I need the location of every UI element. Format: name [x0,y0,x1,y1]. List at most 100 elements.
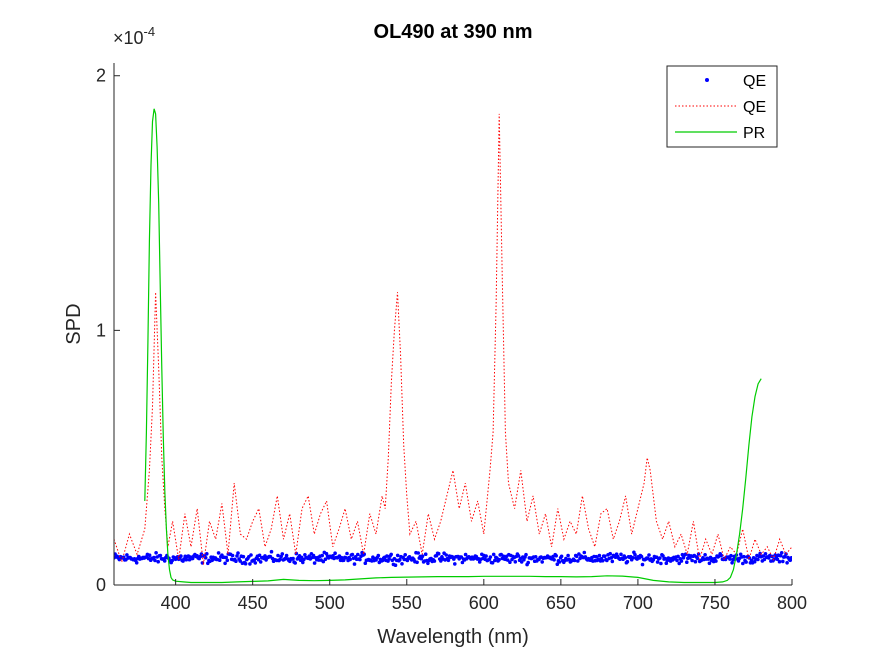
qe-marker-point [321,559,326,564]
qe-marker-point [582,550,587,555]
qe-marker-point [224,555,228,560]
qe-marker-point [291,556,295,561]
qe-marker-point [348,557,353,562]
qe-marker-point [356,552,360,557]
qe-marker-point [559,554,564,559]
qe-marker-point [253,561,258,565]
qe-marker-point [763,552,768,556]
qe-marker-point [491,552,496,557]
qe-marker-point [557,560,562,564]
qe-marker-point [681,556,686,560]
qe-marker-point [293,561,298,565]
qe-marker-point [205,552,209,556]
x-tick-label: 450 [238,593,268,613]
qe-marker-point [785,561,789,565]
qe-marker-point [540,560,544,564]
qe-marker-point [775,557,780,561]
legend-entry: PR [675,125,765,142]
qe-marker-point [301,560,305,565]
qe-marker-point [249,553,253,557]
qe-marker-point [385,554,389,558]
qe-marker-point [241,554,246,559]
y-exponent-power: -4 [144,24,156,39]
qe-marker-point [631,556,635,560]
qe-marker-point [664,561,669,565]
x-tick-label: 600 [469,593,499,613]
qe-marker-point [184,557,189,562]
qe-marker-point [248,562,252,566]
qe-marker-point [235,554,239,558]
qe-marker-point [779,551,784,555]
legend: QE QE PR [666,65,778,148]
qe-marker-point [446,558,451,563]
qe-marker-point [162,559,167,563]
qe-marker-point [574,554,579,559]
legend-label: PR [743,125,765,142]
qe-marker-point [416,551,421,555]
qe-marker-point [714,559,718,563]
qe-marker-point [639,554,644,559]
qe-marker-point [781,559,785,564]
qe-marker-point [572,558,577,563]
qe-marker-point [154,551,158,555]
qe-marker-point [352,562,357,566]
qe-marker-point [278,557,282,561]
qe-marker-point [576,559,580,563]
qe-marker-point [658,556,662,560]
qe-marker-point [311,553,316,558]
qe-marker-point [693,559,698,564]
qe-marker-point [619,552,623,557]
qe-marker-point [345,551,349,556]
qe-marker-point [303,553,307,557]
qe-marker-point [436,551,441,556]
qe-marker-point [405,558,410,563]
qe-marker-point [134,561,139,565]
qe-marker-point [243,561,248,566]
qe-marker-point [696,552,701,556]
qe-marker-point [179,554,183,558]
qe-marker-point [524,552,528,557]
x-tick-label: 700 [623,593,653,613]
qe-marker-point [633,552,637,557]
qe-marker-point [513,560,518,564]
y-tick-label: 0 [96,575,106,595]
qe-marker-point [339,555,344,560]
qe-marker-point [661,554,665,558]
qe-marker-point [566,553,570,558]
qe-marker-point [323,557,328,561]
qe-marker-point [484,554,488,558]
qe-marker-point [389,552,394,557]
legend-label: QE [743,73,766,90]
qe-marker-point [269,549,274,554]
qe-marker-point [651,557,656,562]
qe-marker-point [609,556,614,560]
qe-marker-point [463,552,468,557]
qe-marker-point [685,560,689,564]
qe-marker-point [752,559,757,564]
qe-marker-point [432,559,437,563]
qe-marker-point [594,554,598,559]
qe-marker-point [640,562,645,567]
qe-marker-point [320,553,325,558]
qe-marker-point [730,561,734,565]
qe-marker-point [152,555,156,560]
qe-marker-point [789,556,792,560]
qe-marker-point [398,557,402,562]
qe-marker-point [508,560,512,564]
qe-marker-point [358,557,362,562]
qe-marker-point [217,558,222,562]
qe-marker-point [216,551,221,555]
y-tick-label: 1 [96,320,106,340]
qe-marker-point [488,555,493,559]
qe-marker-point [452,557,456,561]
qe-marker-point [460,560,465,565]
qe-marker-point [729,553,733,558]
qe-marker-point [363,561,368,565]
qe-marker-point [703,553,707,557]
qe-marker-point [258,560,263,564]
qe-marker-point [728,557,732,561]
qe-marker-point [707,561,712,566]
axes: 400 450 500 550 600 650 700 750 800 0 1 2 [96,63,807,613]
qe-marker-point [312,561,317,565]
qe-marker-point [256,557,261,562]
